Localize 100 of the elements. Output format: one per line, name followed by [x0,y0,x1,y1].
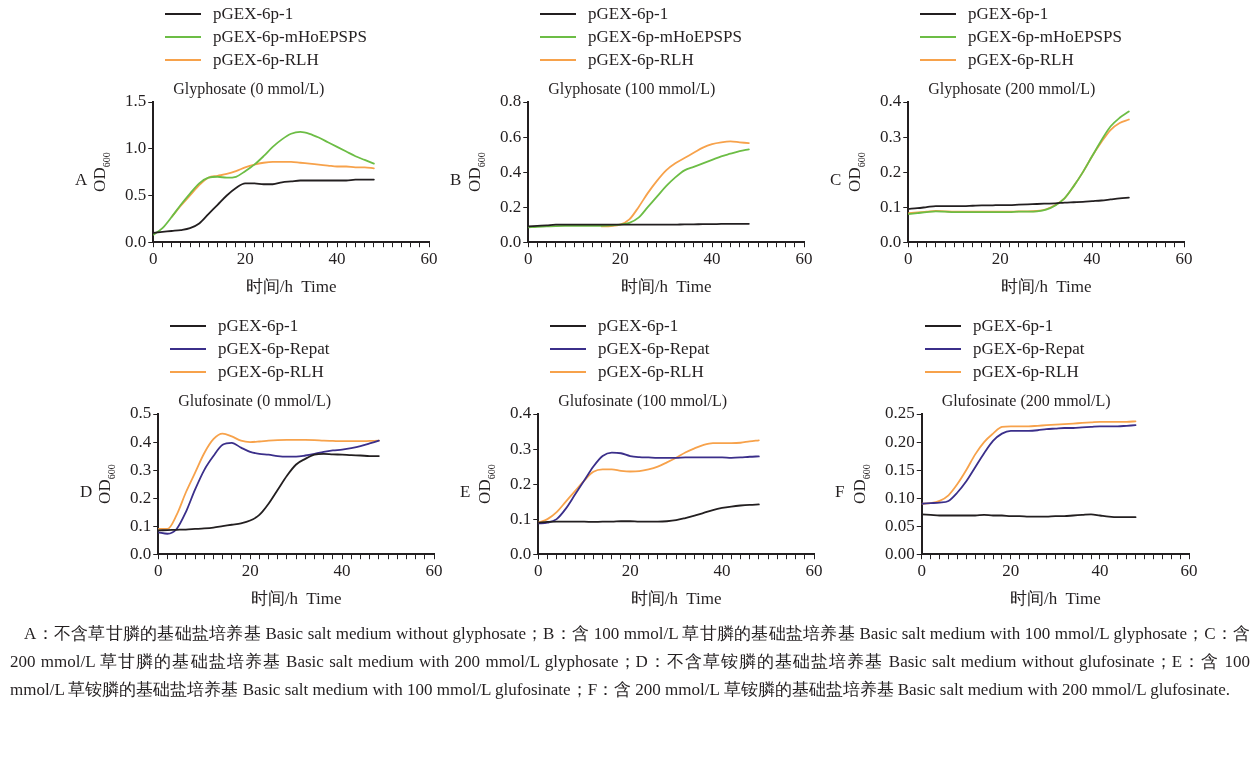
legend-label: pGEX-6p-Repat [218,338,330,360]
chart-title: Glufosinate (200 mmol/L) [941,392,1111,410]
y-tick-label: 0.3 [880,126,902,146]
y-tick-label: 0.4 [500,161,522,181]
x-tick-label: 40 [333,560,351,580]
y-tick-label: 0.8 [500,91,522,111]
x-tick-label: 40 [328,248,346,268]
x-axis-title: 时间/h Time [250,589,342,609]
legend-label: pGEX-6p-Repat [973,338,1085,360]
y-tick-label: 0.20 [885,431,915,451]
x-tick-label: 0 [917,560,926,580]
x-tick-label: 20 [621,560,639,580]
legend-label: pGEX-6p-1 [598,315,679,337]
legend-label: pGEX-6p-1 [973,315,1054,337]
y-tick-label: 0.4 [130,431,152,451]
y-tick-label: 0.2 [130,487,152,507]
y-tick-label: 1.5 [125,91,147,111]
y-tick-label: 1.0 [125,138,147,158]
y-tick-label: 0.1 [130,515,152,535]
y-axis-title: OD600 [475,464,497,504]
y-axis-title: OD600 [465,152,487,192]
y-tick-label: 0.1 [880,196,902,216]
text: D：不含草铵膦的基础盐培养基 Basic salt medium without glufosinate； [635,652,1172,671]
line-series [153,131,375,236]
legend-label: pGEX-6p-Repat [598,338,710,360]
y-axis-title: OD600 [850,464,872,504]
y-tick-label: 0.15 [885,459,915,479]
y-tick-label: 0.05 [885,515,915,535]
x-tick-label: 60 [1175,248,1193,268]
y-tick-label: 0.00 [885,543,915,563]
x-tick-label: 0 [534,560,543,580]
legend-label: pGEX-6p-1 [588,3,669,25]
x-tick-label: 40 [1083,248,1101,268]
x-tick-label: 40 [1091,560,1109,580]
legend-label: pGEX-6p-mHoEPSPS [588,26,742,48]
legend-label: pGEX-6p-RLH [973,361,1079,383]
y-tick-label: 0.1 [510,508,532,528]
legend-label: pGEX-6p-RLH [588,49,694,71]
y-tick-label: 0.4 [880,91,902,111]
x-tick-label: 40 [713,560,731,580]
text: E [460,482,471,502]
legend-label: pGEX-6p-mHoEPSPS [968,26,1122,48]
legend-label: pGEX-6p-mHoEPSPS [213,26,367,48]
y-tick-label: 0.0 [500,231,522,251]
legend-label: pGEX-6p-RLH [968,49,1074,71]
x-tick-label: 20 [991,248,1009,268]
y-tick-label: 0.10 [885,487,915,507]
x-tick-label: 60 [795,248,813,268]
y-tick-label: 0.4 [510,403,532,423]
x-tick-label: 0 [154,560,163,580]
x-tick-label: 60 [1180,560,1198,580]
chart-title: Glufosinate (100 mmol/L) [558,392,728,410]
x-tick-label: 20 [241,560,259,580]
y-tick-label: 0.2 [500,196,522,216]
x-tick-label: 0 [904,248,913,268]
x-tick-label: 60 [805,560,823,580]
y-tick-label: 0.0 [880,231,902,251]
legend-label: pGEX-6p-RLH [213,49,319,71]
text: B：含 100 mmol/L 草甘膦的基础盐培养基 Basic salt medium with 100 mmol/L glyphosate； [543,624,1205,643]
legend-label: pGEX-6p-1 [968,3,1049,25]
line-series [528,148,750,229]
y-tick-label: 0.5 [125,184,147,204]
y-tick-label: 0.0 [510,543,532,563]
chart-title: Glyphosate (100 mmol/L) [548,80,716,98]
legend-label: pGEX-6p-RLH [598,361,704,383]
x-tick-label: 0 [524,248,533,268]
y-tick-label: 0.3 [130,459,152,479]
y-tick-label: 0.25 [885,403,915,423]
text: A：不含草甘膦的基础盐培养基 Basic salt medium without glyphosate； [24,624,544,643]
x-axis-title: 时间/h Time [245,277,337,297]
x-tick-label: 20 [236,248,254,268]
y-tick-label: 0.2 [880,161,902,181]
text: F：含 200 mmol/L 草铵膦的基础盐培养基 Basic salt medium with 200 mmol/L glufosinate. [587,680,1231,699]
x-tick-label: 20 [611,248,629,268]
legend-label: pGEX-6p-1 [218,315,299,337]
text: B [450,170,462,190]
y-tick-label: 0.6 [500,126,522,146]
legend-label: pGEX-6p-RLH [218,361,324,383]
x-tick-label: 60 [425,560,443,580]
y-tick-label: 0.5 [130,403,152,423]
x-axis-title: 时间/h Time [630,589,722,609]
x-axis-title: 时间/h Time [1010,589,1101,609]
x-axis-title: 时间/h Time [1000,277,1092,297]
text: F [835,482,845,502]
x-tick-label: 0 [149,248,158,268]
text: D [80,482,93,502]
text: A [75,170,88,190]
y-axis-title: OD600 [90,152,112,192]
y-tick-label: 0.3 [510,438,532,458]
x-tick-label: 20 [1002,560,1020,580]
y-tick-label: 0.0 [125,231,147,251]
text: C [830,170,842,190]
y-axis-title: OD600 [845,152,867,192]
chart-title: Glufosinate (0 mmol/L) [178,392,332,410]
x-tick-label: 60 [420,248,438,268]
x-tick-label: 40 [703,248,721,268]
y-axis-title: OD600 [95,464,117,504]
y-tick-label: 0.2 [510,473,532,493]
chart-title: Glyphosate (200 mmol/L) [928,80,1096,98]
y-tick-label: 0.0 [130,543,152,563]
